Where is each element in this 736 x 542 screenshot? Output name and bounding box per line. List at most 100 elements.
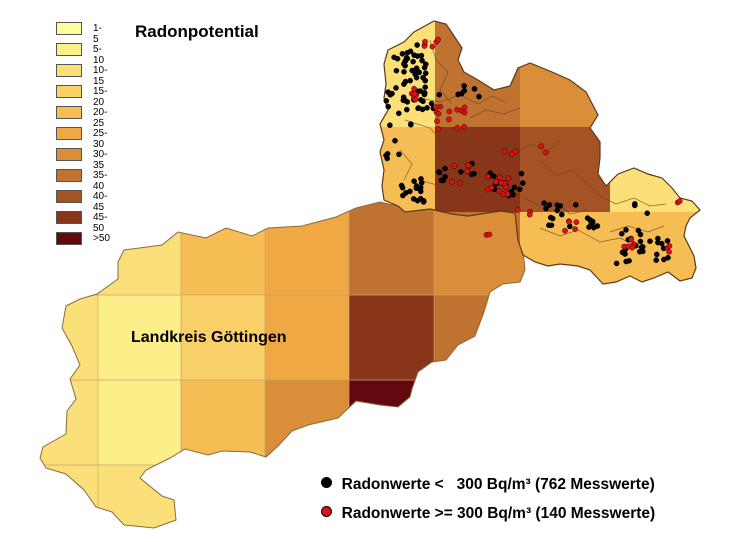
measurement-point xyxy=(446,116,452,123)
legend-label: 10-15 xyxy=(93,65,108,87)
legend-label: >50 xyxy=(93,233,110,244)
measurement-point xyxy=(541,200,547,206)
measurement-point xyxy=(407,48,414,55)
legend-swatch xyxy=(56,22,82,35)
measurement-point xyxy=(396,151,402,158)
measurement-point xyxy=(434,118,440,124)
measurement-point xyxy=(573,219,580,225)
measurement-point xyxy=(629,244,636,251)
measurement-point xyxy=(451,163,458,169)
measurement-point xyxy=(471,170,477,177)
measurement-point xyxy=(417,88,424,94)
measurement-point xyxy=(417,188,424,195)
measurement-point xyxy=(666,249,672,255)
measurement-point xyxy=(655,235,661,242)
measurement-point xyxy=(442,165,448,172)
measurement-point xyxy=(385,103,392,110)
measurement-point xyxy=(383,98,390,104)
measurement-point xyxy=(422,84,429,90)
measurement-point xyxy=(511,184,518,191)
measurement-point xyxy=(419,106,426,113)
measurement-point xyxy=(517,186,523,193)
measurement-point xyxy=(546,202,553,208)
measurement-point xyxy=(411,85,417,92)
measurement-point xyxy=(403,106,410,113)
measurement-point xyxy=(395,110,402,117)
measurement-point xyxy=(413,185,420,191)
measurement-point xyxy=(436,91,443,98)
measurement-point xyxy=(384,155,391,162)
legend-swatch xyxy=(56,106,82,119)
measurements-above-300 xyxy=(408,36,683,255)
measurement-point xyxy=(449,178,455,185)
measurement-point xyxy=(410,58,416,65)
measurement-point xyxy=(653,257,660,263)
measurement-point xyxy=(387,122,393,128)
measurement-point xyxy=(566,218,573,225)
measurement-point xyxy=(446,108,453,115)
key-above-300: Radonwerte >= 300 Bq/m³ (140 Messwerte) xyxy=(312,487,655,523)
legend-label: 30-35 xyxy=(93,149,108,171)
measurement-point xyxy=(676,198,683,204)
measurement-point xyxy=(505,175,512,182)
measurement-point xyxy=(661,256,667,263)
measurement-point xyxy=(435,126,441,132)
legend-swatch xyxy=(56,169,82,182)
measurement-point xyxy=(414,197,421,204)
measurement-point xyxy=(548,222,555,228)
measurement-point xyxy=(422,70,429,76)
measurement-point xyxy=(414,42,420,48)
measurement-point xyxy=(647,238,653,244)
measurement-point xyxy=(407,77,414,84)
measurement-point xyxy=(418,179,425,186)
measurement-point xyxy=(526,211,533,218)
measurement-point xyxy=(496,174,503,181)
measurement-point xyxy=(626,257,632,264)
measurement-point xyxy=(429,43,436,50)
legend-label: 45-50 xyxy=(93,212,108,234)
measurement-point xyxy=(465,162,471,168)
northern-district-outline xyxy=(379,20,701,285)
measurement-point xyxy=(554,202,561,208)
measurement-point xyxy=(432,104,439,110)
measurement-point xyxy=(613,260,620,267)
measurement-point xyxy=(457,180,463,186)
measurement-point xyxy=(454,106,460,113)
legend-swatch xyxy=(56,85,82,98)
measurement-point xyxy=(401,61,407,67)
measurement-point xyxy=(485,173,491,180)
black-dot-icon xyxy=(320,477,332,488)
legend-label: 25-30 xyxy=(93,128,108,150)
measurement-point xyxy=(520,180,526,186)
measurement-point xyxy=(399,51,406,57)
measurement-point xyxy=(436,169,442,175)
measurement-point xyxy=(428,100,435,107)
measurement-point xyxy=(402,97,409,104)
measurement-point xyxy=(637,238,644,245)
measurement-point xyxy=(407,121,414,128)
measurement-point xyxy=(411,178,417,184)
legend-swatch xyxy=(56,43,82,56)
measurement-point xyxy=(573,201,579,208)
measurement-point xyxy=(637,231,644,238)
measurement-point xyxy=(461,109,468,116)
measurement-point xyxy=(518,170,525,177)
legend-label: 40-45 xyxy=(93,191,108,213)
measurement-point xyxy=(414,53,421,59)
measurement-point xyxy=(538,143,545,149)
measurement-point xyxy=(454,125,461,131)
legend-label: 15-20 xyxy=(93,86,108,108)
measurement-point xyxy=(654,251,660,258)
measurement-point xyxy=(619,230,625,237)
map-title: Radonpotential xyxy=(135,22,259,41)
district-label: Landkreis Göttingen xyxy=(131,329,287,346)
legend-label: 35-40 xyxy=(93,170,108,192)
measurement-point xyxy=(501,148,508,154)
measurement-point xyxy=(407,188,413,195)
measurement-point xyxy=(498,179,505,186)
measurement-point xyxy=(476,93,482,100)
measurement-point xyxy=(659,240,665,247)
measurement-point xyxy=(421,91,428,98)
key-below-label: Radonwerte < 300 Bq/m³ (762 Messwerte) xyxy=(341,476,655,493)
measurement-point xyxy=(488,184,495,191)
